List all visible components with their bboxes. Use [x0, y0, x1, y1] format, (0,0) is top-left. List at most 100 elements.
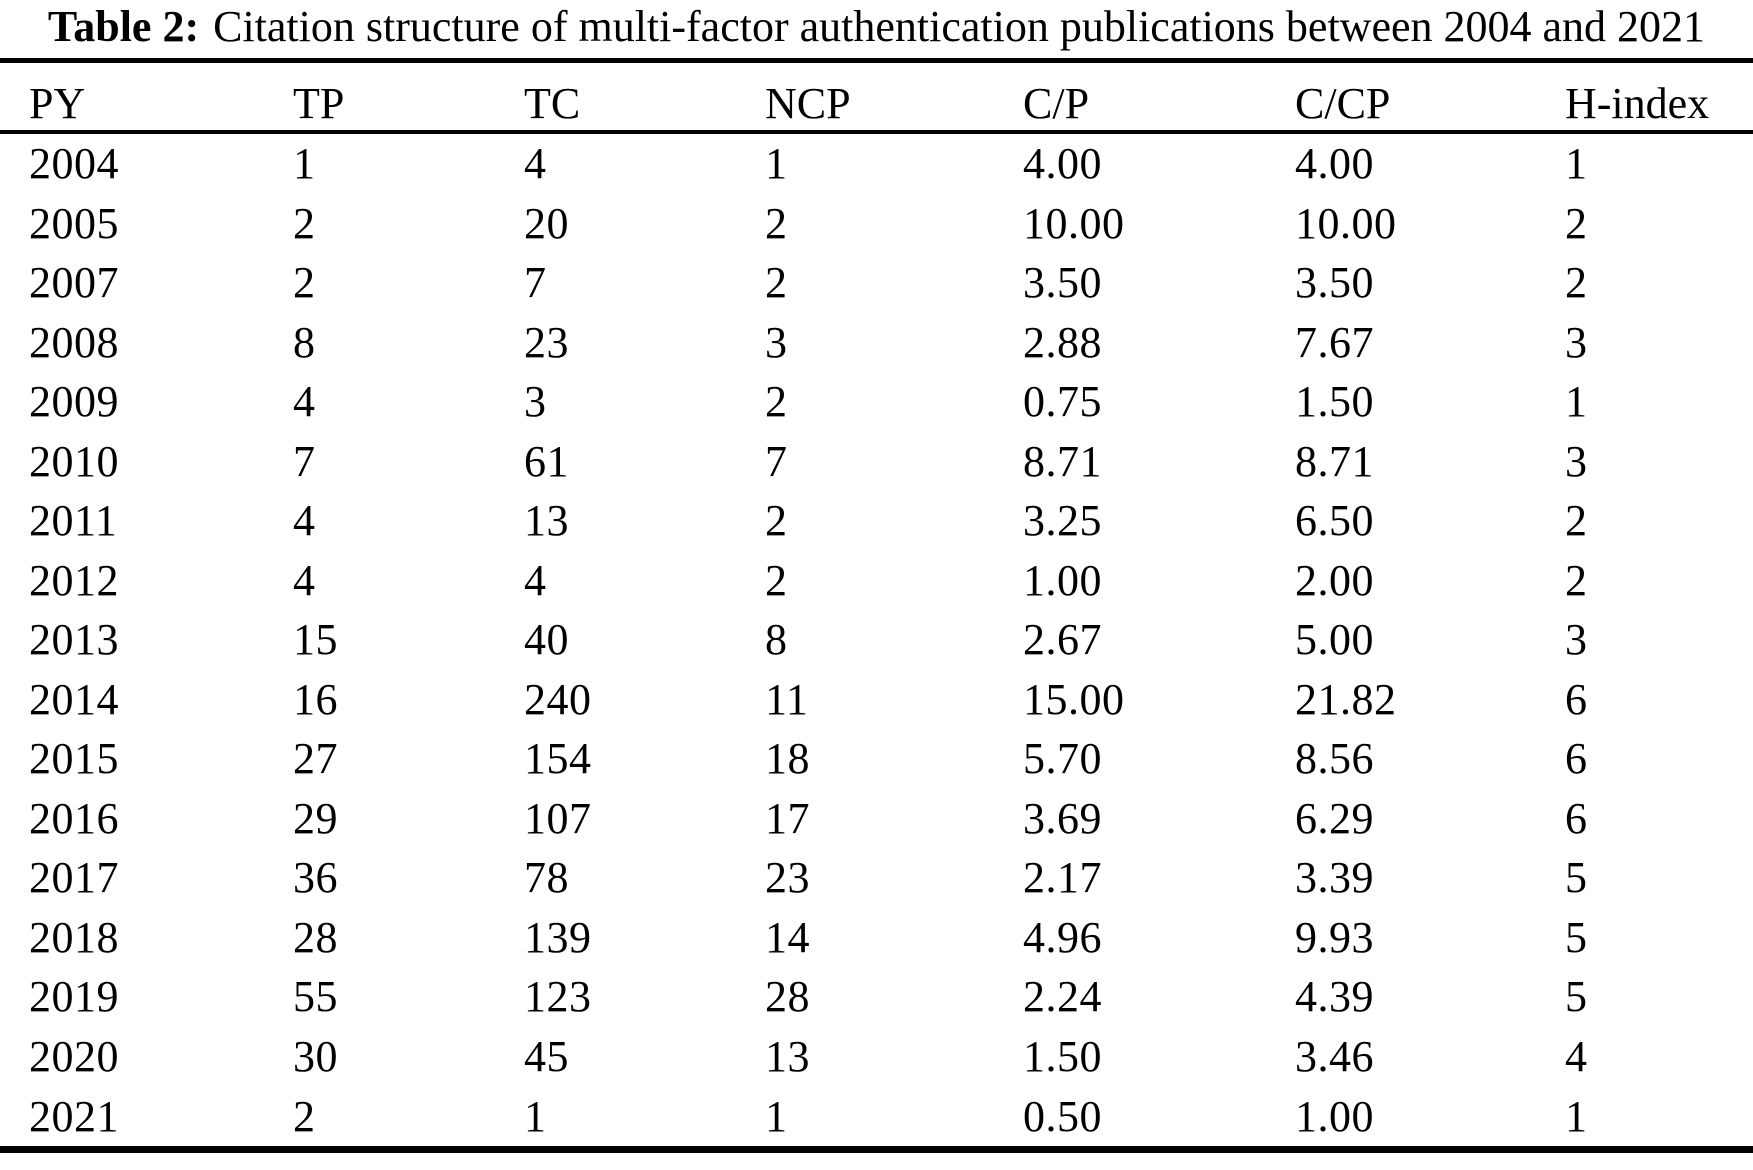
table-cell: 107 [524, 793, 592, 843]
table-cell: 2004 [29, 139, 119, 189]
table-cell: 4 [524, 555, 547, 605]
table-cell: 5 [1565, 972, 1588, 1022]
table-cell: 16 [293, 674, 338, 724]
table-cell: 154 [524, 734, 592, 784]
table-cell: 78 [524, 853, 569, 903]
table-row: 2008 8 23 3 2.88 7.67 3 [0, 317, 1753, 368]
table-caption: Table 2: Citation structure of multi-fact… [0, 2, 1753, 52]
table-cell: 2015 [29, 734, 119, 784]
table-cell: 45 [524, 1031, 569, 1081]
table-cell: 2.17 [1023, 853, 1102, 903]
table-cell: 2 [293, 258, 316, 308]
table-cell: 2 [1565, 258, 1588, 308]
table-cell: 6 [1565, 674, 1588, 724]
table-caption-text: Citation structure of multi-factor authe… [213, 2, 1706, 51]
table-cell: 2017 [29, 853, 119, 903]
table-cell: 5 [1565, 912, 1588, 962]
table-cell: 1 [765, 1091, 788, 1141]
table-cell: 3.39 [1295, 853, 1374, 903]
table-cell: 1 [1565, 139, 1588, 189]
table-row: 2014 16 240 11 15.00 21.82 6 [0, 674, 1753, 725]
table-cell: 5.70 [1023, 734, 1102, 784]
table-cell: 139 [524, 912, 592, 962]
table-cell: 8.56 [1295, 734, 1374, 784]
table-cell: 6.50 [1295, 496, 1374, 546]
table-cell: 30 [293, 1031, 338, 1081]
table-cell: 20 [524, 198, 569, 248]
table-cell: 2008 [29, 317, 119, 367]
table-cell: 23 [524, 317, 569, 367]
table-cell: 3.50 [1023, 258, 1102, 308]
table-cell: 2 [765, 198, 788, 248]
table-row: 2013 15 40 8 2.67 5.00 3 [0, 614, 1753, 665]
table-cell: 10.00 [1295, 198, 1397, 248]
table-cell: 2007 [29, 258, 119, 308]
table-cell: 9.93 [1295, 912, 1374, 962]
table-cell: 2.00 [1295, 555, 1374, 605]
table-cell: 2019 [29, 972, 119, 1022]
table-cell: 21.82 [1295, 674, 1397, 724]
table-number-label: Table 2: [47, 2, 200, 51]
table-cell: 2 [765, 258, 788, 308]
table-row: 2018 28 139 14 4.96 9.93 5 [0, 912, 1753, 963]
table-cell: 23 [765, 853, 810, 903]
table-cell: 0.50 [1023, 1091, 1102, 1141]
table-cell: 28 [293, 912, 338, 962]
table-cell: 6.29 [1295, 793, 1374, 843]
table-cell: 8.71 [1023, 436, 1102, 486]
table-cell: 2 [765, 555, 788, 605]
table-row: 2019 55 123 28 2.24 4.39 5 [0, 971, 1753, 1022]
table-cell: 4.39 [1295, 972, 1374, 1022]
table-cell: 1.00 [1295, 1091, 1374, 1141]
table-cell: 4.96 [1023, 912, 1102, 962]
table-cell: 13 [524, 496, 569, 546]
table-cell: 3.69 [1023, 793, 1102, 843]
table-cell: 4.00 [1295, 139, 1374, 189]
column-header-ncp: NCP [765, 79, 851, 128]
table-cell: 2005 [29, 198, 119, 248]
table-cell: 3 [1565, 615, 1588, 665]
table-cell: 2018 [29, 912, 119, 962]
table-body: 2004 1 4 1 4.00 4.00 1 2005 2 20 2 10.00 10.00 2 2007 2… [0, 134, 1753, 1146]
table-cell: 7 [293, 436, 316, 486]
table-cell: 17 [765, 793, 810, 843]
table-row: 2011 4 13 2 3.25 6.50 2 [0, 495, 1753, 546]
top-rule [0, 58, 1753, 63]
table-cell: 2.24 [1023, 972, 1102, 1022]
table-cell: 2.88 [1023, 317, 1102, 367]
table-cell: 2016 [29, 793, 119, 843]
column-header-tp: TP [293, 79, 345, 128]
table-cell: 11 [765, 674, 809, 724]
table-cell: 2.67 [1023, 615, 1102, 665]
table-cell: 1 [524, 1091, 547, 1141]
table-cell: 1.50 [1295, 377, 1374, 427]
table-row: 2020 30 45 13 1.50 3.46 4 [0, 1031, 1753, 1082]
table-cell: 55 [293, 972, 338, 1022]
table-cell: 2 [765, 496, 788, 546]
table-cell: 10.00 [1023, 198, 1125, 248]
table-cell: 8 [765, 615, 788, 665]
table-cell: 240 [524, 674, 592, 724]
table-cell: 2 [293, 198, 316, 248]
table-row: 2004 1 4 1 4.00 4.00 1 [0, 138, 1753, 189]
table-cell: 2010 [29, 436, 119, 486]
table-cell: 4 [293, 496, 316, 546]
table-cell: 3 [765, 317, 788, 367]
table-cell: 40 [524, 615, 569, 665]
table-cell: 29 [293, 793, 338, 843]
table-cell: 2 [1565, 496, 1588, 546]
table-cell: 4.00 [1023, 139, 1102, 189]
table-cell: 3.46 [1295, 1031, 1374, 1081]
table-cell: 1 [1565, 1091, 1588, 1141]
table-cell: 7.67 [1295, 317, 1374, 367]
table-row: 2010 7 61 7 8.71 8.71 3 [0, 436, 1753, 487]
table-cell: 4 [293, 555, 316, 605]
column-header-ccp: C/CP [1295, 79, 1391, 128]
table-cell: 123 [524, 972, 592, 1022]
table-header-row: PY TP TC NCP C/P C/CP H-index [0, 63, 1753, 130]
table-cell: 4 [293, 377, 316, 427]
table-cell: 2 [293, 1091, 316, 1141]
table-cell: 1.00 [1023, 555, 1102, 605]
column-header-tc: TC [524, 79, 581, 128]
